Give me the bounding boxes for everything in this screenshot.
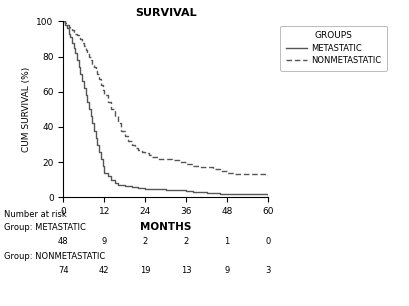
X-axis label: MONTHS: MONTHS: [140, 222, 191, 232]
Text: Number at risk: Number at risk: [4, 210, 67, 218]
Text: 48: 48: [58, 237, 69, 246]
Text: 13: 13: [181, 266, 191, 275]
Y-axis label: CUM SURVIVAL (%): CUM SURVIVAL (%): [22, 67, 31, 152]
Text: Group: METASTATIC: Group: METASTATIC: [4, 223, 86, 232]
Text: 2: 2: [143, 237, 148, 246]
Text: 9: 9: [102, 237, 107, 246]
Text: 9: 9: [225, 266, 229, 275]
Text: 2: 2: [184, 237, 189, 246]
Legend: METASTATIC, NONMETASTATIC: METASTATIC, NONMETASTATIC: [280, 26, 387, 71]
Text: 1: 1: [225, 237, 229, 246]
Text: 74: 74: [58, 266, 69, 275]
Text: 0: 0: [265, 237, 270, 246]
Text: Group: NONMETASTATIC: Group: NONMETASTATIC: [4, 252, 106, 261]
Title: SURVIVAL: SURVIVAL: [135, 8, 196, 18]
Text: 3: 3: [265, 266, 271, 275]
Text: 42: 42: [99, 266, 110, 275]
Text: 19: 19: [140, 266, 151, 275]
